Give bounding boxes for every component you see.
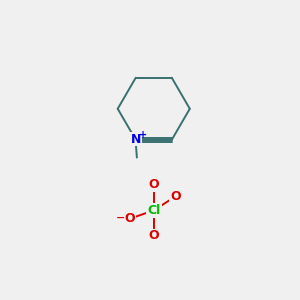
Text: +: + bbox=[139, 130, 148, 140]
Text: O: O bbox=[124, 212, 135, 225]
Text: O: O bbox=[148, 229, 159, 242]
Text: Cl: Cl bbox=[147, 204, 160, 217]
Text: O: O bbox=[148, 178, 159, 191]
Text: −: − bbox=[116, 213, 125, 223]
Text: N: N bbox=[130, 133, 141, 146]
Text: O: O bbox=[170, 190, 181, 203]
